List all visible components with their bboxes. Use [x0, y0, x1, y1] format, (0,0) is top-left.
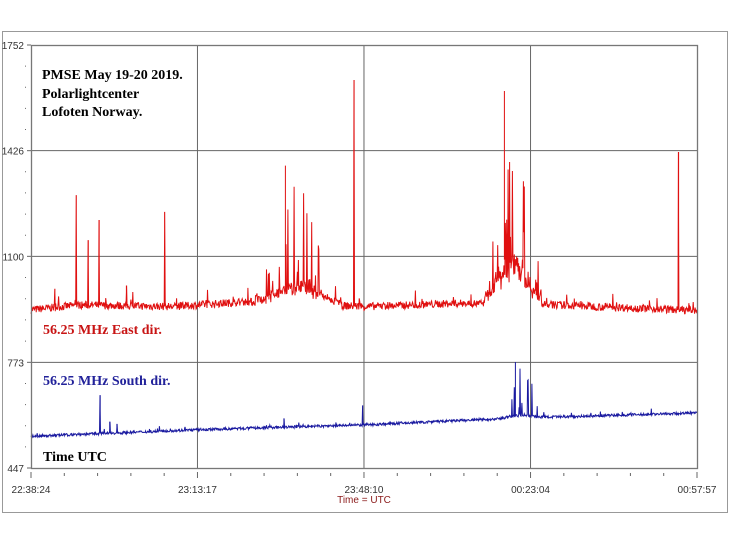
subtitle-line-2: Lofoten Norway.	[42, 105, 142, 120]
x-axis-label: Time = UTC	[337, 495, 391, 506]
chart-title: PMSE May 19-20 2019.	[42, 68, 183, 83]
series-line-south	[30, 362, 698, 439]
time-utc-label: Time UTC	[43, 450, 107, 465]
outer-frame	[2, 31, 728, 513]
x-tick-label: 00:23:04	[511, 485, 550, 496]
plot-frame	[30, 44, 699, 470]
x-tick-label: 23:13:17	[178, 485, 217, 496]
y-axis-ticks: 447 773 1100 1426 1752	[2, 41, 31, 475]
x-tick-label: 00:57:57	[678, 485, 717, 496]
x-tick-label: 23:48:10	[345, 485, 384, 496]
legend-south: 56.25 MHz South dir.	[43, 374, 170, 389]
y-tick-label: 1100	[2, 252, 24, 263]
y-tick-label: 1426	[2, 147, 25, 158]
y-tick-label: 1752	[2, 41, 25, 52]
series-line-east	[30, 79, 698, 315]
legend-east: 56.25 MHz East dir.	[43, 323, 162, 338]
x-tick-label: 22:38:24	[12, 485, 51, 496]
x-axis-ticks: 22:38:24 23:13:17 23:48:10 00:23:04 00:57:57	[12, 472, 717, 496]
subtitle-line-1: Polarlightcenter	[42, 87, 139, 102]
grid	[31, 45, 697, 468]
y-tick-label: 773	[7, 358, 24, 369]
y-tick-label: 447	[7, 464, 24, 475]
title-text: PMSE May 19-20 2019.	[42, 68, 183, 83]
series-layer	[30, 79, 698, 439]
